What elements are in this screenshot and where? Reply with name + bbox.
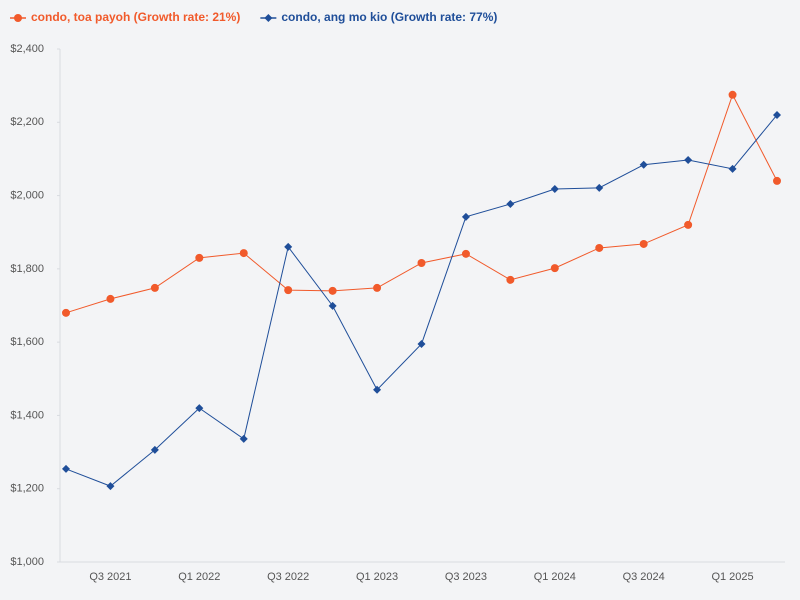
x-tick-label: Q1 2025 [711, 571, 753, 583]
x-tick-label: Q1 2024 [534, 571, 576, 583]
point [639, 160, 648, 169]
x-tick-label: Q1 2023 [356, 571, 398, 583]
point [461, 212, 470, 221]
point [417, 258, 426, 267]
point [106, 294, 115, 303]
point [284, 242, 293, 251]
point [239, 434, 248, 443]
point [728, 90, 737, 99]
point [684, 220, 693, 229]
y-tick-label: $2,400 [10, 43, 44, 55]
point [106, 482, 115, 491]
point [373, 385, 382, 394]
point [639, 239, 648, 248]
point [461, 249, 470, 258]
legend-marker [264, 14, 273, 22]
point [550, 264, 559, 273]
point [595, 243, 604, 252]
point [550, 184, 559, 193]
x-tick-label: Q3 2021 [89, 571, 131, 583]
y-tick-label: $1,000 [10, 556, 44, 568]
x-tick-label: Q3 2022 [267, 571, 309, 583]
point [150, 445, 159, 454]
point [506, 199, 515, 208]
x-tick-label: Q3 2023 [445, 571, 487, 583]
point [373, 283, 382, 292]
legend-label: condo, ang mo kio (Growth rate: 77%) [281, 10, 497, 24]
point [62, 464, 70, 473]
point [773, 110, 781, 119]
point [328, 301, 337, 310]
point [684, 156, 693, 165]
legend-marker [14, 14, 22, 22]
y-tick-label: $1,800 [10, 263, 44, 275]
point [195, 404, 204, 413]
point [239, 249, 248, 258]
point [773, 176, 781, 185]
point [506, 275, 515, 284]
y-tick-label: $1,600 [10, 336, 44, 348]
y-tick-label: $1,200 [10, 483, 44, 495]
point [284, 286, 293, 295]
legend-label: condo, toa payoh (Growth rate: 21%) [31, 10, 240, 24]
point [417, 339, 426, 348]
point [728, 164, 737, 173]
x-tick-label: Q3 2024 [623, 571, 665, 583]
x-tick-label: Q1 2022 [178, 571, 220, 583]
point [195, 253, 204, 262]
y-tick-label: $2,000 [10, 189, 44, 201]
point [62, 308, 70, 317]
point [150, 283, 159, 292]
y-tick-label: $1,400 [10, 409, 44, 421]
point [595, 183, 604, 192]
y-tick-label: $2,200 [10, 116, 44, 128]
point [328, 286, 337, 295]
